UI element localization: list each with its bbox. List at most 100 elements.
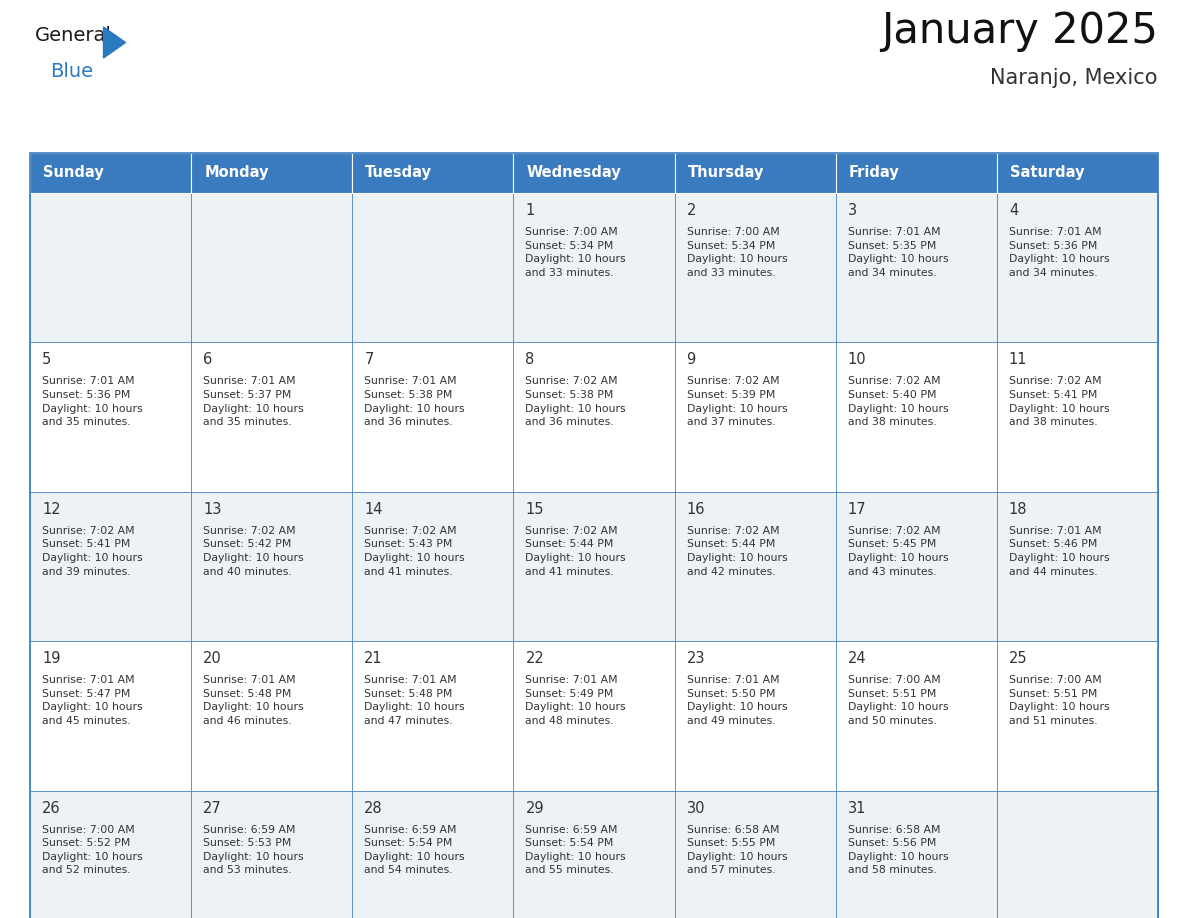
Text: Sunrise: 7:02 AM
Sunset: 5:39 PM
Daylight: 10 hours
and 37 minutes.: Sunrise: 7:02 AM Sunset: 5:39 PM Dayligh… (687, 376, 788, 427)
Text: 6: 6 (203, 353, 213, 367)
Text: 4: 4 (1009, 203, 1018, 218)
Bar (30, 193, 191, 342)
Text: Sunday: Sunday (43, 165, 103, 181)
Text: Sunrise: 6:59 AM
Sunset: 5:54 PM
Daylight: 10 hours
and 54 minutes.: Sunrise: 6:59 AM Sunset: 5:54 PM Dayligh… (365, 824, 465, 876)
Bar (835, 641, 997, 790)
Text: Sunrise: 6:59 AM
Sunset: 5:53 PM
Daylight: 10 hours
and 53 minutes.: Sunrise: 6:59 AM Sunset: 5:53 PM Dayligh… (203, 824, 304, 876)
Text: Sunrise: 7:01 AM
Sunset: 5:38 PM
Daylight: 10 hours
and 36 minutes.: Sunrise: 7:01 AM Sunset: 5:38 PM Dayligh… (365, 376, 465, 427)
Bar (675, 790, 835, 918)
Text: 7: 7 (365, 353, 374, 367)
Text: 10: 10 (848, 353, 866, 367)
Text: Sunrise: 7:01 AM
Sunset: 5:37 PM
Daylight: 10 hours
and 35 minutes.: Sunrise: 7:01 AM Sunset: 5:37 PM Dayligh… (203, 376, 304, 427)
Text: 14: 14 (365, 502, 383, 517)
Bar (191, 342, 353, 492)
Bar (191, 153, 353, 193)
Text: Sunrise: 7:00 AM
Sunset: 5:52 PM
Daylight: 10 hours
and 52 minutes.: Sunrise: 7:00 AM Sunset: 5:52 PM Dayligh… (42, 824, 143, 876)
Text: 28: 28 (365, 800, 383, 815)
Bar (30, 342, 191, 492)
Bar (353, 153, 513, 193)
Text: Sunrise: 6:58 AM
Sunset: 5:56 PM
Daylight: 10 hours
and 58 minutes.: Sunrise: 6:58 AM Sunset: 5:56 PM Dayligh… (848, 824, 948, 876)
Text: Sunrise: 7:00 AM
Sunset: 5:34 PM
Daylight: 10 hours
and 33 minutes.: Sunrise: 7:00 AM Sunset: 5:34 PM Dayligh… (687, 227, 788, 278)
Bar (513, 193, 675, 342)
Text: Sunrise: 7:01 AM
Sunset: 5:49 PM
Daylight: 10 hours
and 48 minutes.: Sunrise: 7:01 AM Sunset: 5:49 PM Dayligh… (525, 676, 626, 726)
Text: 24: 24 (848, 651, 866, 666)
Text: Sunrise: 7:00 AM
Sunset: 5:51 PM
Daylight: 10 hours
and 50 minutes.: Sunrise: 7:00 AM Sunset: 5:51 PM Dayligh… (848, 676, 948, 726)
Bar (513, 153, 675, 193)
Bar (353, 641, 513, 790)
Bar (997, 790, 1158, 918)
Bar (997, 641, 1158, 790)
Text: Thursday: Thursday (688, 165, 764, 181)
Bar (30, 153, 1158, 918)
Text: Sunrise: 7:02 AM
Sunset: 5:43 PM
Daylight: 10 hours
and 41 minutes.: Sunrise: 7:02 AM Sunset: 5:43 PM Dayligh… (365, 526, 465, 577)
Text: 8: 8 (525, 353, 535, 367)
Bar (835, 193, 997, 342)
Text: Naranjo, Mexico: Naranjo, Mexico (991, 68, 1158, 88)
Text: Saturday: Saturday (1010, 165, 1085, 181)
Text: 29: 29 (525, 800, 544, 815)
Text: 25: 25 (1009, 651, 1028, 666)
Text: General: General (34, 26, 112, 45)
Text: Sunrise: 7:00 AM
Sunset: 5:51 PM
Daylight: 10 hours
and 51 minutes.: Sunrise: 7:00 AM Sunset: 5:51 PM Dayligh… (1009, 676, 1110, 726)
Text: 11: 11 (1009, 353, 1028, 367)
Bar (997, 193, 1158, 342)
Bar (191, 790, 353, 918)
Text: January 2025: January 2025 (881, 10, 1158, 52)
Bar (513, 790, 675, 918)
Bar (997, 153, 1158, 193)
Bar (997, 492, 1158, 641)
Bar (675, 342, 835, 492)
Bar (675, 153, 835, 193)
Text: Sunrise: 7:02 AM
Sunset: 5:38 PM
Daylight: 10 hours
and 36 minutes.: Sunrise: 7:02 AM Sunset: 5:38 PM Dayligh… (525, 376, 626, 427)
Bar (835, 790, 997, 918)
Text: Sunrise: 7:01 AM
Sunset: 5:36 PM
Daylight: 10 hours
and 35 minutes.: Sunrise: 7:01 AM Sunset: 5:36 PM Dayligh… (42, 376, 143, 427)
Text: Wednesday: Wednesday (526, 165, 621, 181)
Text: 26: 26 (42, 800, 61, 815)
Text: 2: 2 (687, 203, 696, 218)
Text: 22: 22 (525, 651, 544, 666)
Bar (30, 641, 191, 790)
Text: 21: 21 (365, 651, 383, 666)
Bar (191, 492, 353, 641)
Text: 20: 20 (203, 651, 222, 666)
Text: 13: 13 (203, 502, 221, 517)
Bar (997, 342, 1158, 492)
Text: Sunrise: 7:02 AM
Sunset: 5:41 PM
Daylight: 10 hours
and 38 minutes.: Sunrise: 7:02 AM Sunset: 5:41 PM Dayligh… (1009, 376, 1110, 427)
Text: 30: 30 (687, 800, 704, 815)
Text: 23: 23 (687, 651, 704, 666)
Text: Blue: Blue (50, 62, 93, 81)
Bar (353, 342, 513, 492)
Bar (513, 641, 675, 790)
Text: Sunrise: 7:00 AM
Sunset: 5:34 PM
Daylight: 10 hours
and 33 minutes.: Sunrise: 7:00 AM Sunset: 5:34 PM Dayligh… (525, 227, 626, 278)
Bar (191, 641, 353, 790)
Text: Sunrise: 7:01 AM
Sunset: 5:48 PM
Daylight: 10 hours
and 47 minutes.: Sunrise: 7:01 AM Sunset: 5:48 PM Dayligh… (365, 676, 465, 726)
Bar (675, 641, 835, 790)
Bar (353, 193, 513, 342)
Text: 3: 3 (848, 203, 857, 218)
Text: Monday: Monday (204, 165, 268, 181)
Bar (513, 342, 675, 492)
Text: Sunrise: 7:01 AM
Sunset: 5:46 PM
Daylight: 10 hours
and 44 minutes.: Sunrise: 7:01 AM Sunset: 5:46 PM Dayligh… (1009, 526, 1110, 577)
Bar (675, 193, 835, 342)
Bar (30, 492, 191, 641)
Text: 27: 27 (203, 800, 222, 815)
Text: 18: 18 (1009, 502, 1028, 517)
Text: Sunrise: 7:01 AM
Sunset: 5:50 PM
Daylight: 10 hours
and 49 minutes.: Sunrise: 7:01 AM Sunset: 5:50 PM Dayligh… (687, 676, 788, 726)
Text: Sunrise: 7:02 AM
Sunset: 5:41 PM
Daylight: 10 hours
and 39 minutes.: Sunrise: 7:02 AM Sunset: 5:41 PM Dayligh… (42, 526, 143, 577)
Text: 19: 19 (42, 651, 61, 666)
Text: Tuesday: Tuesday (365, 165, 432, 181)
Polygon shape (103, 27, 126, 58)
Bar (835, 342, 997, 492)
Bar (30, 153, 191, 193)
Text: 5: 5 (42, 353, 51, 367)
Text: Sunrise: 7:02 AM
Sunset: 5:40 PM
Daylight: 10 hours
and 38 minutes.: Sunrise: 7:02 AM Sunset: 5:40 PM Dayligh… (848, 376, 948, 427)
Bar (191, 193, 353, 342)
Text: Sunrise: 7:02 AM
Sunset: 5:42 PM
Daylight: 10 hours
and 40 minutes.: Sunrise: 7:02 AM Sunset: 5:42 PM Dayligh… (203, 526, 304, 577)
Text: Sunrise: 6:59 AM
Sunset: 5:54 PM
Daylight: 10 hours
and 55 minutes.: Sunrise: 6:59 AM Sunset: 5:54 PM Dayligh… (525, 824, 626, 876)
Text: 9: 9 (687, 353, 696, 367)
Text: Sunrise: 7:02 AM
Sunset: 5:45 PM
Daylight: 10 hours
and 43 minutes.: Sunrise: 7:02 AM Sunset: 5:45 PM Dayligh… (848, 526, 948, 577)
Text: Friday: Friday (848, 165, 899, 181)
Text: Sunrise: 7:01 AM
Sunset: 5:36 PM
Daylight: 10 hours
and 34 minutes.: Sunrise: 7:01 AM Sunset: 5:36 PM Dayligh… (1009, 227, 1110, 278)
Text: Sunrise: 7:01 AM
Sunset: 5:48 PM
Daylight: 10 hours
and 46 minutes.: Sunrise: 7:01 AM Sunset: 5:48 PM Dayligh… (203, 676, 304, 726)
Bar (30, 790, 191, 918)
